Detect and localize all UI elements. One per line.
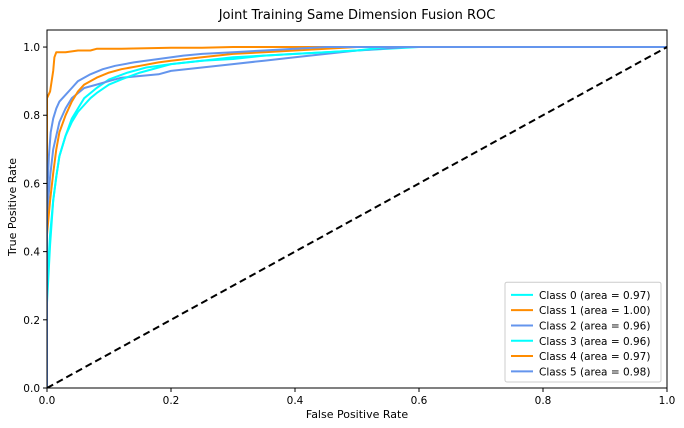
legend: Class 0 (area = 0.97) Class 1 (area = 1.0… [504,281,662,383]
y-tick-label: 0.8 [23,110,40,122]
series-line-class-5 [47,46,667,388]
plot-frame [46,29,668,389]
x-tick-label: 0.8 [535,395,552,407]
y-tick-label: 0.2 [23,315,40,327]
plot-area: 0.0 0.2 0.4 0.6 0.8 1.0 0.0 0.2 0.4 0.6 0.8 1.0 [23,29,676,407]
series-line-class-1 [47,46,667,388]
x-tick-label: 0.4 [287,395,304,407]
x-tick-label: 0.2 [163,395,180,407]
series-line-class-2 [47,46,667,388]
x-tick-label: 1.0 [659,395,676,407]
chart-title: Joint Training Same Dimension Fusion ROC [218,8,496,23]
x-axis-label: False Positive Rate [306,408,408,421]
series-line-class-3 [47,46,667,388]
legend-label-class-4: Class 4 (area = 0.97) [539,351,650,363]
legend-label-class-2: Class 2 (area = 0.96) [539,320,650,332]
x-tick-label: 0.0 [39,395,56,407]
x-tick-label: 0.6 [411,395,428,407]
series-lines [47,46,667,388]
y-tick-label: 0.6 [23,178,40,190]
legend-label-class-5: Class 5 (area = 0.98) [539,366,650,378]
chance-diagonal-line [47,46,667,388]
y-tick-label: 0.4 [23,247,40,259]
y-tick-label: 1.0 [23,42,40,54]
series-line-class-4 [47,46,667,388]
legend-label-class-1: Class 1 (area = 1.00) [539,305,650,317]
legend-box [504,281,662,383]
legend-label-class-0: Class 0 (area = 0.97) [539,290,650,302]
legend-label-class-3: Class 3 (area = 0.96) [539,336,650,348]
y-axis-label: True Positive Rate [6,158,19,257]
y-tick-label: 0.0 [23,383,40,395]
